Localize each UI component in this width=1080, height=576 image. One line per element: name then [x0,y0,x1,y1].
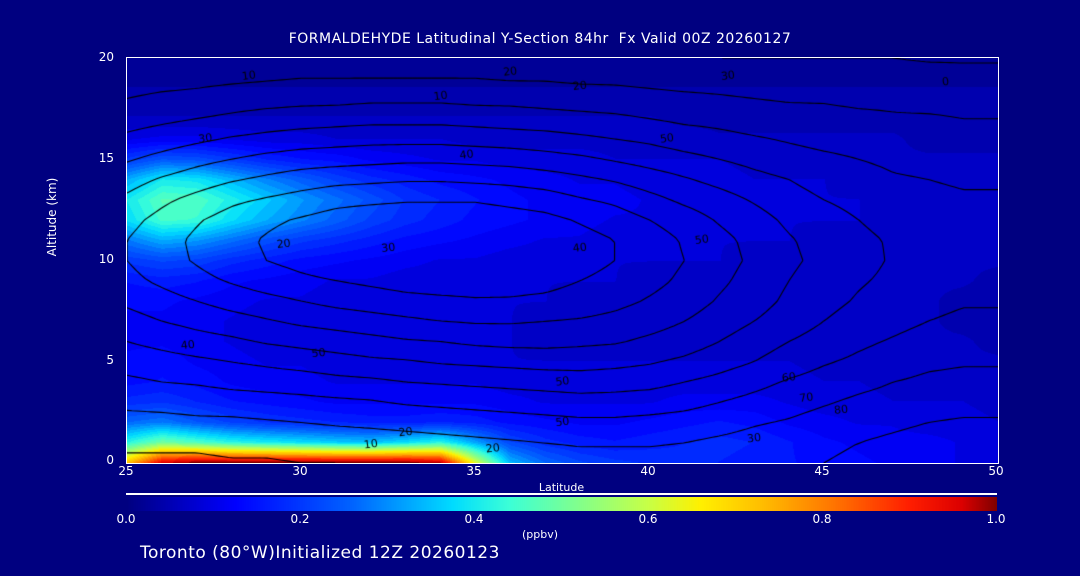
colorbar-tick-3: 0.6 [638,512,658,526]
x-axis-title: Latitude [538,481,585,494]
y-tick-label-10: 10 [98,252,114,266]
colorbar[interactable] [126,497,997,511]
x-tick-label-50: 50 [988,464,1004,478]
y-tick-label-0: 0 [106,453,114,467]
x-tick-label-45: 45 [814,464,830,478]
page-title: FORMALDEHYDE Latitudinal Y-Section 84hr … [288,31,792,47]
y-tick-label-20: 20 [98,50,114,64]
wind-speed-contours [127,58,998,463]
colorbar-top-rule [126,493,997,495]
colorbar-tick-2: 0.4 [464,512,484,526]
y-tick-label-5: 5 [106,353,114,367]
footer-caption: Toronto (80°W)Initialized 12Z 20260123 [140,543,500,563]
contour-plot-area[interactable] [126,57,999,464]
colorbar-gradient [126,497,997,511]
y-axis-title: Altitude (km) [45,177,59,257]
colorbar-tick-4: 0.8 [812,512,832,526]
x-tick-label-25: 25 [118,464,134,478]
x-tick-label-35: 35 [466,464,482,478]
x-tick-label-40: 40 [640,464,656,478]
colorbar-tick-0: 0.0 [116,512,136,526]
y-tick-label-15: 15 [98,151,114,165]
colorbar-tick-1: 0.2 [290,512,310,526]
x-tick-label-30: 30 [292,464,308,478]
colorbar-unit-label: (ppbv) [521,528,559,541]
colorbar-tick-5: 1.0 [986,512,1006,526]
